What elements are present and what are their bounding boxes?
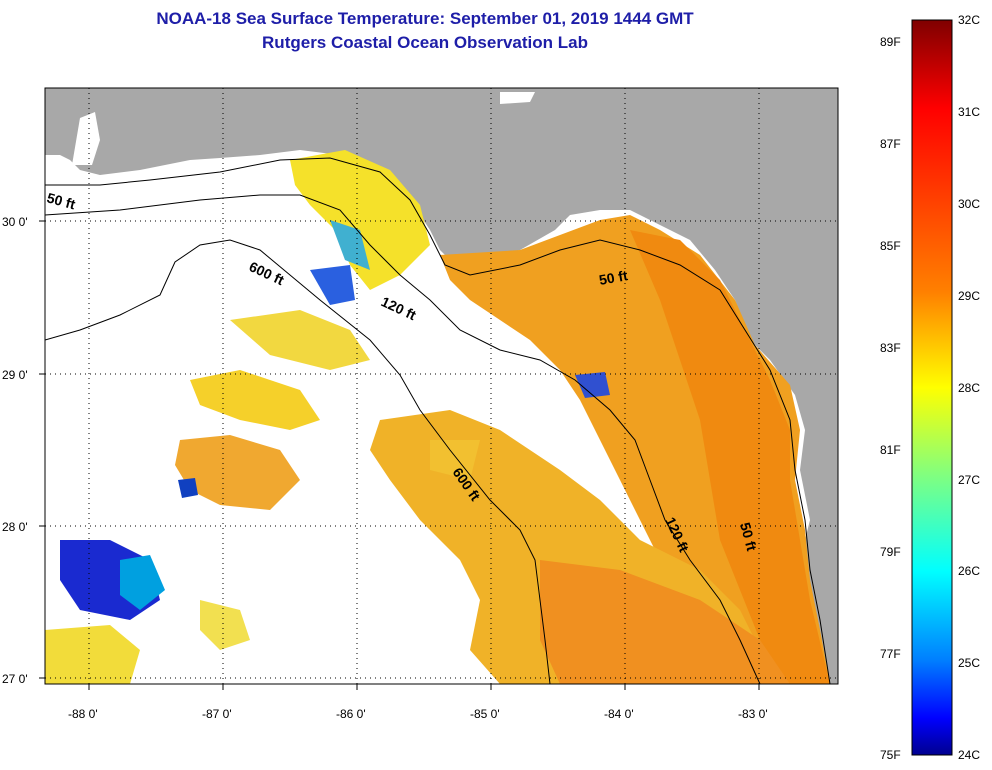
cb-c-27: 27C bbox=[958, 473, 981, 487]
contour-label-50ft-east: 50 ft bbox=[598, 267, 629, 288]
map-area: 50 ft 600 ft 120 ft 50 ft 600 ft 120 ft … bbox=[45, 88, 838, 684]
cb-c-29: 29C bbox=[958, 289, 981, 303]
lon-labels: -88 0' -87 0' -86 0' -85 0' -84 0' -83 0… bbox=[68, 707, 768, 721]
contour-label-50ft-south: 50 ft bbox=[737, 521, 760, 553]
cb-f-85: 85F bbox=[880, 239, 901, 253]
cb-f-79: 79F bbox=[880, 545, 901, 559]
map-title: NOAA-18 Sea Surface Temperature: Septemb… bbox=[156, 9, 694, 28]
cb-f-87: 87F bbox=[880, 137, 901, 151]
lat-label-30: 30 0' bbox=[2, 215, 28, 229]
cb-c-30: 30C bbox=[958, 197, 981, 211]
lon-label-83: -83 0' bbox=[738, 707, 768, 721]
cb-c-26: 26C bbox=[958, 564, 981, 578]
graticule bbox=[45, 88, 838, 684]
cb-c-24: 24C bbox=[958, 748, 981, 762]
lat-label-29: 29 0' bbox=[2, 368, 28, 382]
map-frame bbox=[44, 87, 839, 685]
lon-label-84: -84 0' bbox=[604, 707, 634, 721]
cb-f-81: 81F bbox=[880, 443, 901, 457]
lat-label-28: 28 0' bbox=[2, 520, 28, 534]
cb-c-32: 32C bbox=[958, 13, 981, 27]
sst-patches bbox=[45, 150, 830, 684]
lat-label-27: 27 0' bbox=[2, 672, 28, 686]
axis-ticks bbox=[39, 220, 760, 690]
land-mass bbox=[45, 88, 838, 684]
cb-f-89: 89F bbox=[880, 35, 901, 49]
lon-label-87: -87 0' bbox=[202, 707, 232, 721]
map-subtitle: Rutgers Coastal Ocean Observation Lab bbox=[262, 33, 588, 52]
cb-f-77: 77F bbox=[880, 647, 901, 661]
contour-label-50ft-west: 50 ft bbox=[45, 189, 77, 212]
cb-c-28: 28C bbox=[958, 381, 981, 395]
cb-c-31: 31C bbox=[958, 105, 981, 119]
lon-label-88: -88 0' bbox=[68, 707, 98, 721]
lon-label-86: -86 0' bbox=[336, 707, 366, 721]
cb-f-75: 75F bbox=[880, 748, 901, 762]
lat-labels: 30 0' 29 0' 28 0' 27 0' bbox=[2, 215, 28, 686]
colorbar bbox=[911, 19, 953, 756]
cb-f-83: 83F bbox=[880, 341, 901, 355]
lon-label-85: -85 0' bbox=[470, 707, 500, 721]
cb-c-25: 25C bbox=[958, 656, 981, 670]
isobaths bbox=[45, 157, 831, 684]
